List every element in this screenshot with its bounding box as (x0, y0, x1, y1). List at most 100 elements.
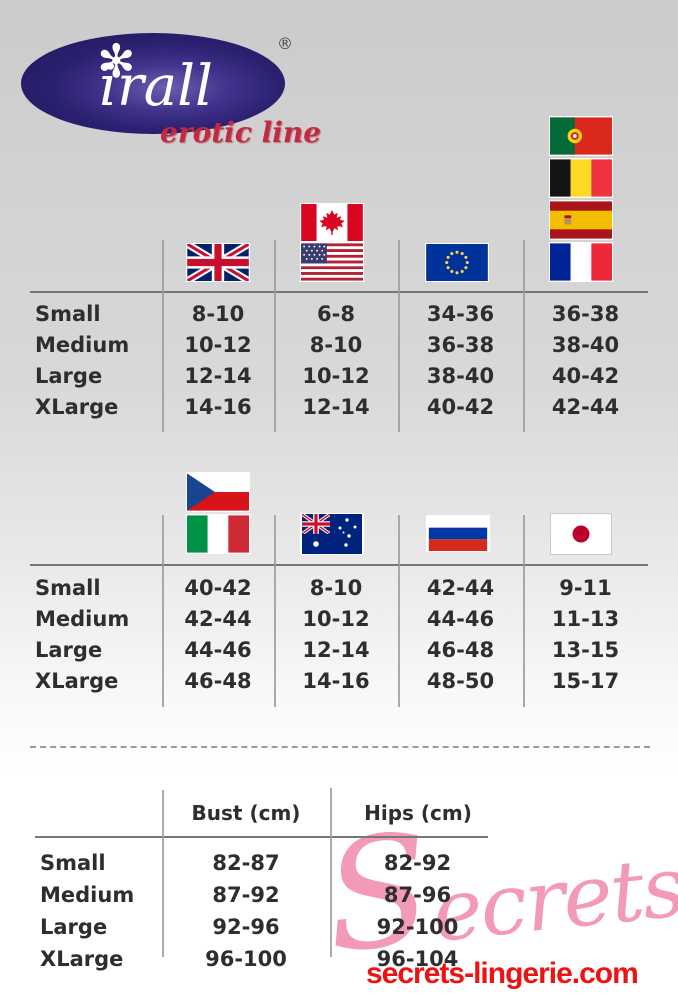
japan-flag-icon (551, 514, 611, 554)
size-label: Large (35, 364, 103, 388)
size-label: Large (40, 915, 108, 939)
size-label: XLarge (35, 669, 119, 693)
uk-flag-svg (187, 244, 249, 281)
size-label: XLarge (35, 395, 119, 419)
size-value: 36-38 (551, 302, 620, 326)
czech-flag-svg (187, 473, 249, 511)
table1-divider (274, 240, 276, 432)
russia-flag-svg (428, 516, 488, 551)
size-value: 13-15 (551, 638, 620, 662)
measurements-table: Small 82-87 82-92 Medium 87-92 87-96 Lar… (35, 851, 505, 979)
size-value: 9-11 (559, 576, 612, 600)
table1-header-rule (30, 291, 648, 293)
portugal-flag-svg (550, 117, 612, 155)
spain-flag-svg (550, 201, 612, 239)
usa-flag-svg (301, 243, 363, 281)
size-value: 48-50 (426, 669, 495, 693)
size-label: Small (35, 302, 101, 326)
size-value: 11-13 (551, 607, 620, 631)
belgium-flag-icon (550, 159, 612, 197)
bust-value: 82-87 (212, 851, 280, 875)
bust-value: 96-100 (205, 947, 287, 971)
dashed-separator (30, 746, 650, 748)
table1-divider (398, 240, 400, 432)
table1-divider (523, 240, 525, 432)
size-value: 40-42 (426, 395, 495, 419)
size-value: 14-16 (302, 669, 370, 693)
eu-flag-icon (426, 244, 488, 281)
measurements-header-rule (35, 836, 488, 838)
size-value: 6-8 (317, 302, 355, 326)
hips-value: 82-92 (383, 851, 452, 875)
size-label: XLarge (40, 947, 124, 971)
italy-flag-icon (187, 515, 249, 553)
italy-flag-svg (187, 515, 249, 553)
size-label: Small (35, 576, 101, 600)
size-value: 40-42 (551, 364, 620, 388)
portugal-flag-icon (550, 117, 612, 155)
russia-flag-icon (427, 516, 489, 551)
australia-flag-icon (301, 514, 363, 554)
table2-divider (162, 515, 164, 707)
hips-value: 87-96 (383, 883, 452, 907)
size-value: 42-44 (551, 395, 620, 419)
table2-divider (274, 515, 276, 707)
watermark-website-url: secrets-lingerie.com (366, 957, 639, 990)
size-value: 38-40 (426, 364, 495, 388)
size-value: 15-17 (551, 669, 620, 693)
size-value: 44-46 (426, 607, 495, 631)
measurements-divider (330, 788, 332, 957)
eu-flag-svg (426, 244, 488, 281)
size-value: 10-12 (302, 364, 370, 388)
flower-icon: ✻ (97, 34, 136, 88)
size-value: 42-44 (426, 576, 495, 600)
size-value: 46-48 (426, 638, 495, 662)
size-value: 12-14 (302, 395, 370, 419)
size-label: Large (35, 638, 103, 662)
size-label: Medium (40, 883, 135, 907)
size-value: 8-10 (309, 333, 363, 357)
size-value: 38-40 (551, 333, 620, 357)
size-label: Small (40, 851, 106, 875)
size-label: Medium (35, 333, 130, 357)
size-value: 46-48 (184, 669, 252, 693)
brand-name: irall (99, 54, 213, 119)
canada-flag-icon (301, 204, 363, 241)
size-label: Medium (35, 607, 130, 631)
belgium-flag-svg (550, 159, 612, 197)
measurements-divider (162, 790, 164, 957)
france-flag-svg (550, 243, 612, 281)
hips-value: 92-100 (376, 915, 459, 939)
size-value: 42-44 (184, 607, 252, 631)
international-size-table-2: Small 40-42 8-10 42-44 9-11 Medium 42-44… (30, 576, 648, 700)
france-flag-icon (550, 243, 612, 281)
table1-divider (162, 240, 164, 432)
size-value: 10-12 (302, 607, 370, 631)
hips-value: 96-104 (376, 947, 459, 971)
logo-tagline: erotic line (160, 116, 322, 149)
australia-flag-svg (302, 514, 362, 554)
size-value: 12-14 (184, 364, 252, 388)
table2-divider (523, 515, 525, 707)
size-value: 10-12 (184, 333, 252, 357)
size-value: 12-14 (302, 638, 370, 662)
usa-flag-icon (301, 243, 363, 281)
size-value: 36-38 (426, 333, 495, 357)
hips-column-header: Hips (cm) (364, 801, 472, 825)
spain-flag-icon (550, 201, 612, 239)
registered-trademark: ® (277, 34, 293, 53)
bust-value: 87-92 (212, 883, 280, 907)
irall-logo (21, 33, 285, 134)
size-value: 34-36 (426, 302, 495, 326)
uk-flag-icon (187, 244, 249, 281)
size-value: 40-42 (184, 576, 252, 600)
japan-flag-svg (551, 514, 611, 554)
size-value: 44-46 (184, 638, 252, 662)
table2-divider (398, 515, 400, 707)
table2-header-rule (30, 564, 648, 566)
size-value: 8-10 (309, 576, 363, 600)
canada-flag-svg (301, 204, 363, 241)
bust-value: 92-96 (212, 915, 280, 939)
bust-column-header: Bust (cm) (191, 801, 301, 825)
